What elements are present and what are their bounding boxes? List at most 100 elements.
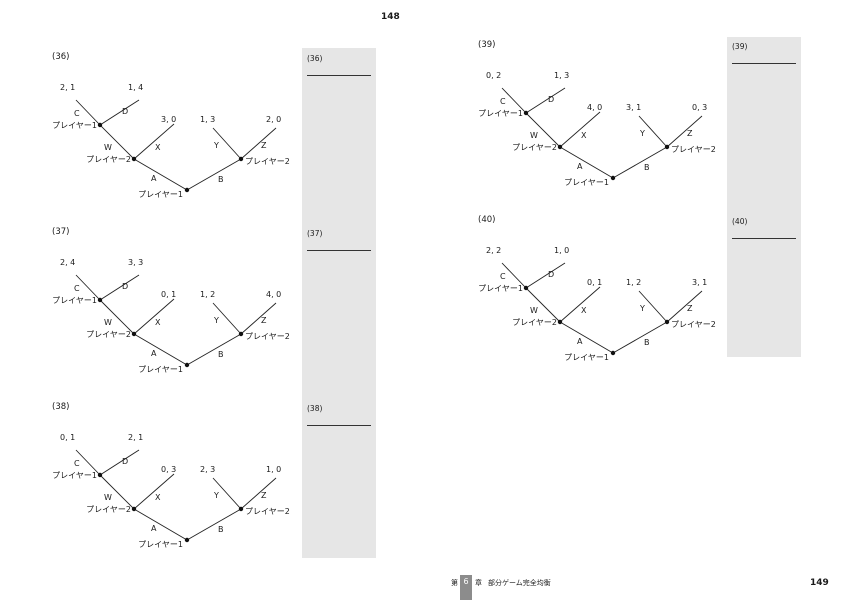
edge-Y — [212, 127, 242, 160]
edge-label-Y: Y — [213, 491, 219, 500]
payoff-C: 2, 4 — [60, 258, 75, 267]
edge-B — [186, 158, 242, 191]
edge-D — [99, 449, 140, 476]
edge-A — [559, 321, 614, 354]
game-tree: 2, 1 1, 4 3, 0 1, 3 2, 0 C D W X A B Y Z プレイヤー1 プレイヤー2… — [52, 83, 290, 199]
edge-label-B: B — [644, 163, 650, 172]
answer-line[interactable] — [307, 75, 371, 76]
problem-38: (38) 0, 1 2, 1 0, 3 2, 3 1, 0 C D W X A B Y Z プレイヤー1 プ… — [52, 402, 302, 562]
decision-node — [664, 319, 670, 325]
edge-label-D: D — [122, 282, 128, 291]
edge-label-A: A — [151, 349, 157, 358]
answer-label: (36) — [307, 54, 323, 63]
player2-label: プレイヤー2 — [86, 330, 131, 339]
decision-node — [610, 350, 616, 356]
edge-D — [99, 99, 140, 126]
player1-label: プレイヤー1 — [478, 109, 523, 118]
game-tree: 0, 2 1, 3 4, 0 3, 1 0, 3 C D W X A B Y Z プレイヤー1 プレイヤー2… — [478, 71, 716, 187]
game-tree: 2, 4 3, 3 0, 1 1, 2 4, 0 C D W X A B Y Z プレイヤー1 プレイヤー2… — [52, 258, 290, 374]
chapter-title: 部分ゲーム完全均衡 — [488, 579, 551, 587]
answer-line[interactable] — [307, 425, 371, 426]
player1-label: プレイヤー1 — [564, 353, 609, 362]
player2-label: プレイヤー2 — [512, 318, 557, 327]
payoff-D: 2, 1 — [128, 433, 143, 442]
payoff-Y: 1, 3 — [200, 115, 215, 124]
answer-label: (40) — [732, 217, 748, 226]
player2-label: プレイヤー2 — [671, 145, 716, 154]
decision-node — [97, 122, 103, 128]
player2-label: プレイヤー2 — [245, 157, 290, 166]
decision-node — [557, 144, 563, 150]
player2-label: プレイヤー2 — [86, 155, 131, 164]
edge-A — [133, 508, 188, 541]
page-number-right: 149 — [810, 578, 829, 588]
edge-Z — [240, 127, 277, 160]
edge-C — [75, 449, 101, 476]
player1-label: プレイヤー1 — [52, 296, 97, 305]
edge-W — [99, 474, 135, 510]
payoff-X: 4, 0 — [587, 103, 602, 112]
edge-C — [75, 99, 101, 126]
edge-B — [186, 333, 242, 366]
edge-label-Y: Y — [639, 304, 645, 313]
answer-line[interactable] — [732, 238, 796, 239]
edge-label-Z: Z — [687, 304, 693, 313]
player2-label: プレイヤー2 — [671, 320, 716, 329]
game-tree: 0, 1 2, 1 0, 3 2, 3 1, 0 C D W X A B Y Z プレイヤー1 プレイヤー2… — [52, 433, 290, 549]
decision-node — [523, 110, 529, 116]
edge-label-W: W — [104, 143, 112, 152]
edge-label-D: D — [548, 95, 554, 104]
edge-W — [99, 124, 135, 160]
decision-node — [238, 506, 244, 512]
edge-label-X: X — [581, 306, 587, 315]
answer-line[interactable] — [307, 250, 371, 251]
edge-label-Y: Y — [213, 316, 219, 325]
edge-Y — [212, 302, 242, 335]
decision-node — [184, 187, 190, 193]
payoff-C: 2, 2 — [486, 246, 501, 255]
decision-node — [664, 144, 670, 150]
decision-node — [523, 285, 529, 291]
edge-label-Z: Z — [261, 491, 267, 500]
decision-node — [184, 362, 190, 368]
payoff-C: 0, 1 — [60, 433, 75, 442]
edge-label-C: C — [74, 109, 80, 118]
edge-label-X: X — [155, 318, 161, 327]
player1-label: プレイヤー1 — [52, 121, 97, 130]
edge-X — [559, 111, 601, 148]
decision-node — [131, 506, 137, 512]
page-number-left: 148 — [381, 12, 400, 22]
chapter-suffix: 章 — [475, 579, 482, 587]
payoff-Z: 3, 1 — [692, 278, 707, 287]
edge-label-Z: Z — [261, 316, 267, 325]
edge-Z — [240, 302, 277, 335]
edge-label-D: D — [122, 107, 128, 116]
problem-number: (40) — [478, 215, 496, 225]
payoff-D: 3, 3 — [128, 258, 143, 267]
edge-label-X: X — [581, 131, 587, 140]
player1-label: プレイヤー1 — [138, 190, 183, 199]
problem-number: (38) — [52, 402, 70, 412]
edge-label-Z: Z — [687, 129, 693, 138]
edge-label-C: C — [500, 97, 506, 106]
answer-column-right — [727, 37, 801, 357]
edge-label-W: W — [104, 493, 112, 502]
edge-label-D: D — [122, 457, 128, 466]
answer-label: (39) — [732, 42, 748, 51]
edge-label-Y: Y — [213, 141, 219, 150]
chapter-number-tab: 6 — [460, 575, 472, 600]
payoff-Z: 0, 3 — [692, 103, 707, 112]
decision-node — [610, 175, 616, 181]
edge-Z — [666, 115, 703, 148]
payoff-Y: 1, 2 — [626, 278, 641, 287]
player2-label: プレイヤー2 — [86, 505, 131, 514]
payoff-Y: 1, 2 — [200, 290, 215, 299]
answer-line[interactable] — [732, 63, 796, 64]
edge-label-W: W — [104, 318, 112, 327]
player1-label: プレイヤー1 — [564, 178, 609, 187]
player1-label: プレイヤー1 — [478, 284, 523, 293]
edge-X — [133, 473, 175, 510]
edge-C — [501, 87, 527, 114]
edge-label-B: B — [644, 338, 650, 347]
payoff-Y: 2, 3 — [200, 465, 215, 474]
